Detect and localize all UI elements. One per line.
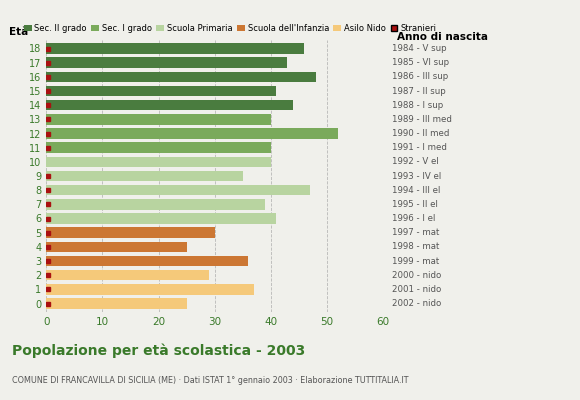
Text: 1990 - II med: 1990 - II med [392,129,449,138]
Text: 1999 - mat: 1999 - mat [392,256,438,266]
Bar [46,57,288,68]
Text: 1991 - I med: 1991 - I med [392,143,447,152]
Text: COMUNE DI FRANCAVILLA DI SICILIA (ME) · Dati ISTAT 1° gennaio 2003 · Elaborazion: COMUNE DI FRANCAVILLA DI SICILIA (ME) · … [12,376,408,385]
Text: 1992 - V el: 1992 - V el [392,157,438,166]
Text: 1993 - IV el: 1993 - IV el [392,172,441,180]
Text: 1995 - II el: 1995 - II el [392,200,437,209]
Bar [46,256,248,266]
Text: 1989 - III med: 1989 - III med [392,115,451,124]
Bar [46,142,271,153]
Text: 1985 - VI sup: 1985 - VI sup [392,58,448,67]
Bar [46,227,215,238]
Text: 1994 - III el: 1994 - III el [392,186,440,195]
Bar [46,298,187,309]
Bar [46,72,316,82]
Text: 2000 - nido: 2000 - nido [392,271,441,280]
Bar [46,86,276,96]
Text: 1996 - I el: 1996 - I el [392,214,435,223]
Text: 1997 - mat: 1997 - mat [392,228,439,237]
Text: 1988 - I sup: 1988 - I sup [392,101,443,110]
Text: Popolazione per età scolastica - 2003: Popolazione per età scolastica - 2003 [12,344,305,358]
Bar [46,156,271,167]
Text: 1987 - II sup: 1987 - II sup [392,86,445,96]
Text: 1986 - III sup: 1986 - III sup [392,72,448,81]
Bar [46,284,254,295]
Text: Età: Età [9,27,28,37]
Text: Anno di nascita: Anno di nascita [397,32,488,42]
Bar [46,114,271,125]
Bar [46,242,187,252]
Text: 2001 - nido: 2001 - nido [392,285,441,294]
Text: 2002 - nido: 2002 - nido [392,299,441,308]
Bar [46,171,242,181]
Bar [46,199,265,210]
Bar [46,185,310,196]
Bar [46,43,304,54]
Legend: Sec. II grado, Sec. I grado, Scuola Primaria, Scuola dell'Infanzia, Asilo Nido, : Sec. II grado, Sec. I grado, Scuola Prim… [24,24,437,33]
Bar [46,270,209,280]
Text: 1984 - V sup: 1984 - V sup [392,44,446,53]
Bar [46,213,276,224]
Bar [46,100,293,110]
Bar [46,128,338,139]
Text: 1998 - mat: 1998 - mat [392,242,439,251]
